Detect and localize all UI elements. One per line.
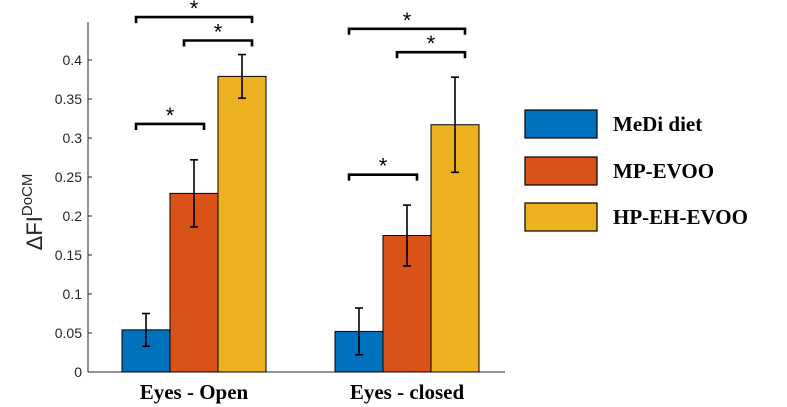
legend-label-1: MP-EVOO xyxy=(613,159,714,183)
significance-star: * xyxy=(166,103,175,128)
legend: MeDi diet MP-EVOO HP-EH-EVOO xyxy=(524,109,748,232)
y-tick-label: 0.05 xyxy=(55,325,82,341)
y-axis-label-base: ΔFI xyxy=(22,216,47,250)
legend-label-0: MeDi diet xyxy=(613,112,702,136)
significance-brackets: * * * * * * xyxy=(134,0,467,181)
bar-2-0 xyxy=(217,75,267,373)
category-label: Eyes - closed xyxy=(350,380,465,404)
y-tick-label: 0.4 xyxy=(63,52,83,68)
y-axis-label: ΔFIDoCM xyxy=(19,174,47,251)
significance-star: * xyxy=(427,31,436,56)
y-axis-label-sup: DoCM xyxy=(19,174,36,217)
bars xyxy=(121,75,480,373)
legend-label-2: HP-EH-EVOO xyxy=(613,205,748,229)
y-tick-label: 0.15 xyxy=(55,247,82,263)
legend-swatch-0 xyxy=(524,109,598,139)
y-tick-label: 0 xyxy=(74,364,82,380)
significance-star: * xyxy=(214,20,223,45)
legend-swatch-1 xyxy=(524,156,598,186)
y-tick-label: 0.2 xyxy=(63,208,83,224)
significance-bracket xyxy=(347,173,419,181)
significance-bracket xyxy=(134,15,254,24)
error-bars xyxy=(142,53,459,356)
significance-star: * xyxy=(379,154,388,179)
significance-star: * xyxy=(403,8,412,33)
y-tick-label: 0.3 xyxy=(63,130,83,146)
significance-bracket xyxy=(395,50,467,59)
significance-star: * xyxy=(190,0,199,21)
significance-bracket xyxy=(347,27,467,35)
legend-swatch-2 xyxy=(524,202,598,232)
significance-bracket xyxy=(134,122,206,130)
significance-bracket xyxy=(182,39,254,47)
y-tick-label: 0.1 xyxy=(63,286,83,302)
category-label: Eyes - Open xyxy=(140,380,249,404)
y-tick-label: 0.25 xyxy=(55,169,82,185)
axes: 0 0.05 0.1 0.15 0.2 0.25 0.3 0.35 0.4 ΔFIDoCM Eyes… xyxy=(19,22,505,404)
y-tick-label: 0.35 xyxy=(55,91,82,107)
